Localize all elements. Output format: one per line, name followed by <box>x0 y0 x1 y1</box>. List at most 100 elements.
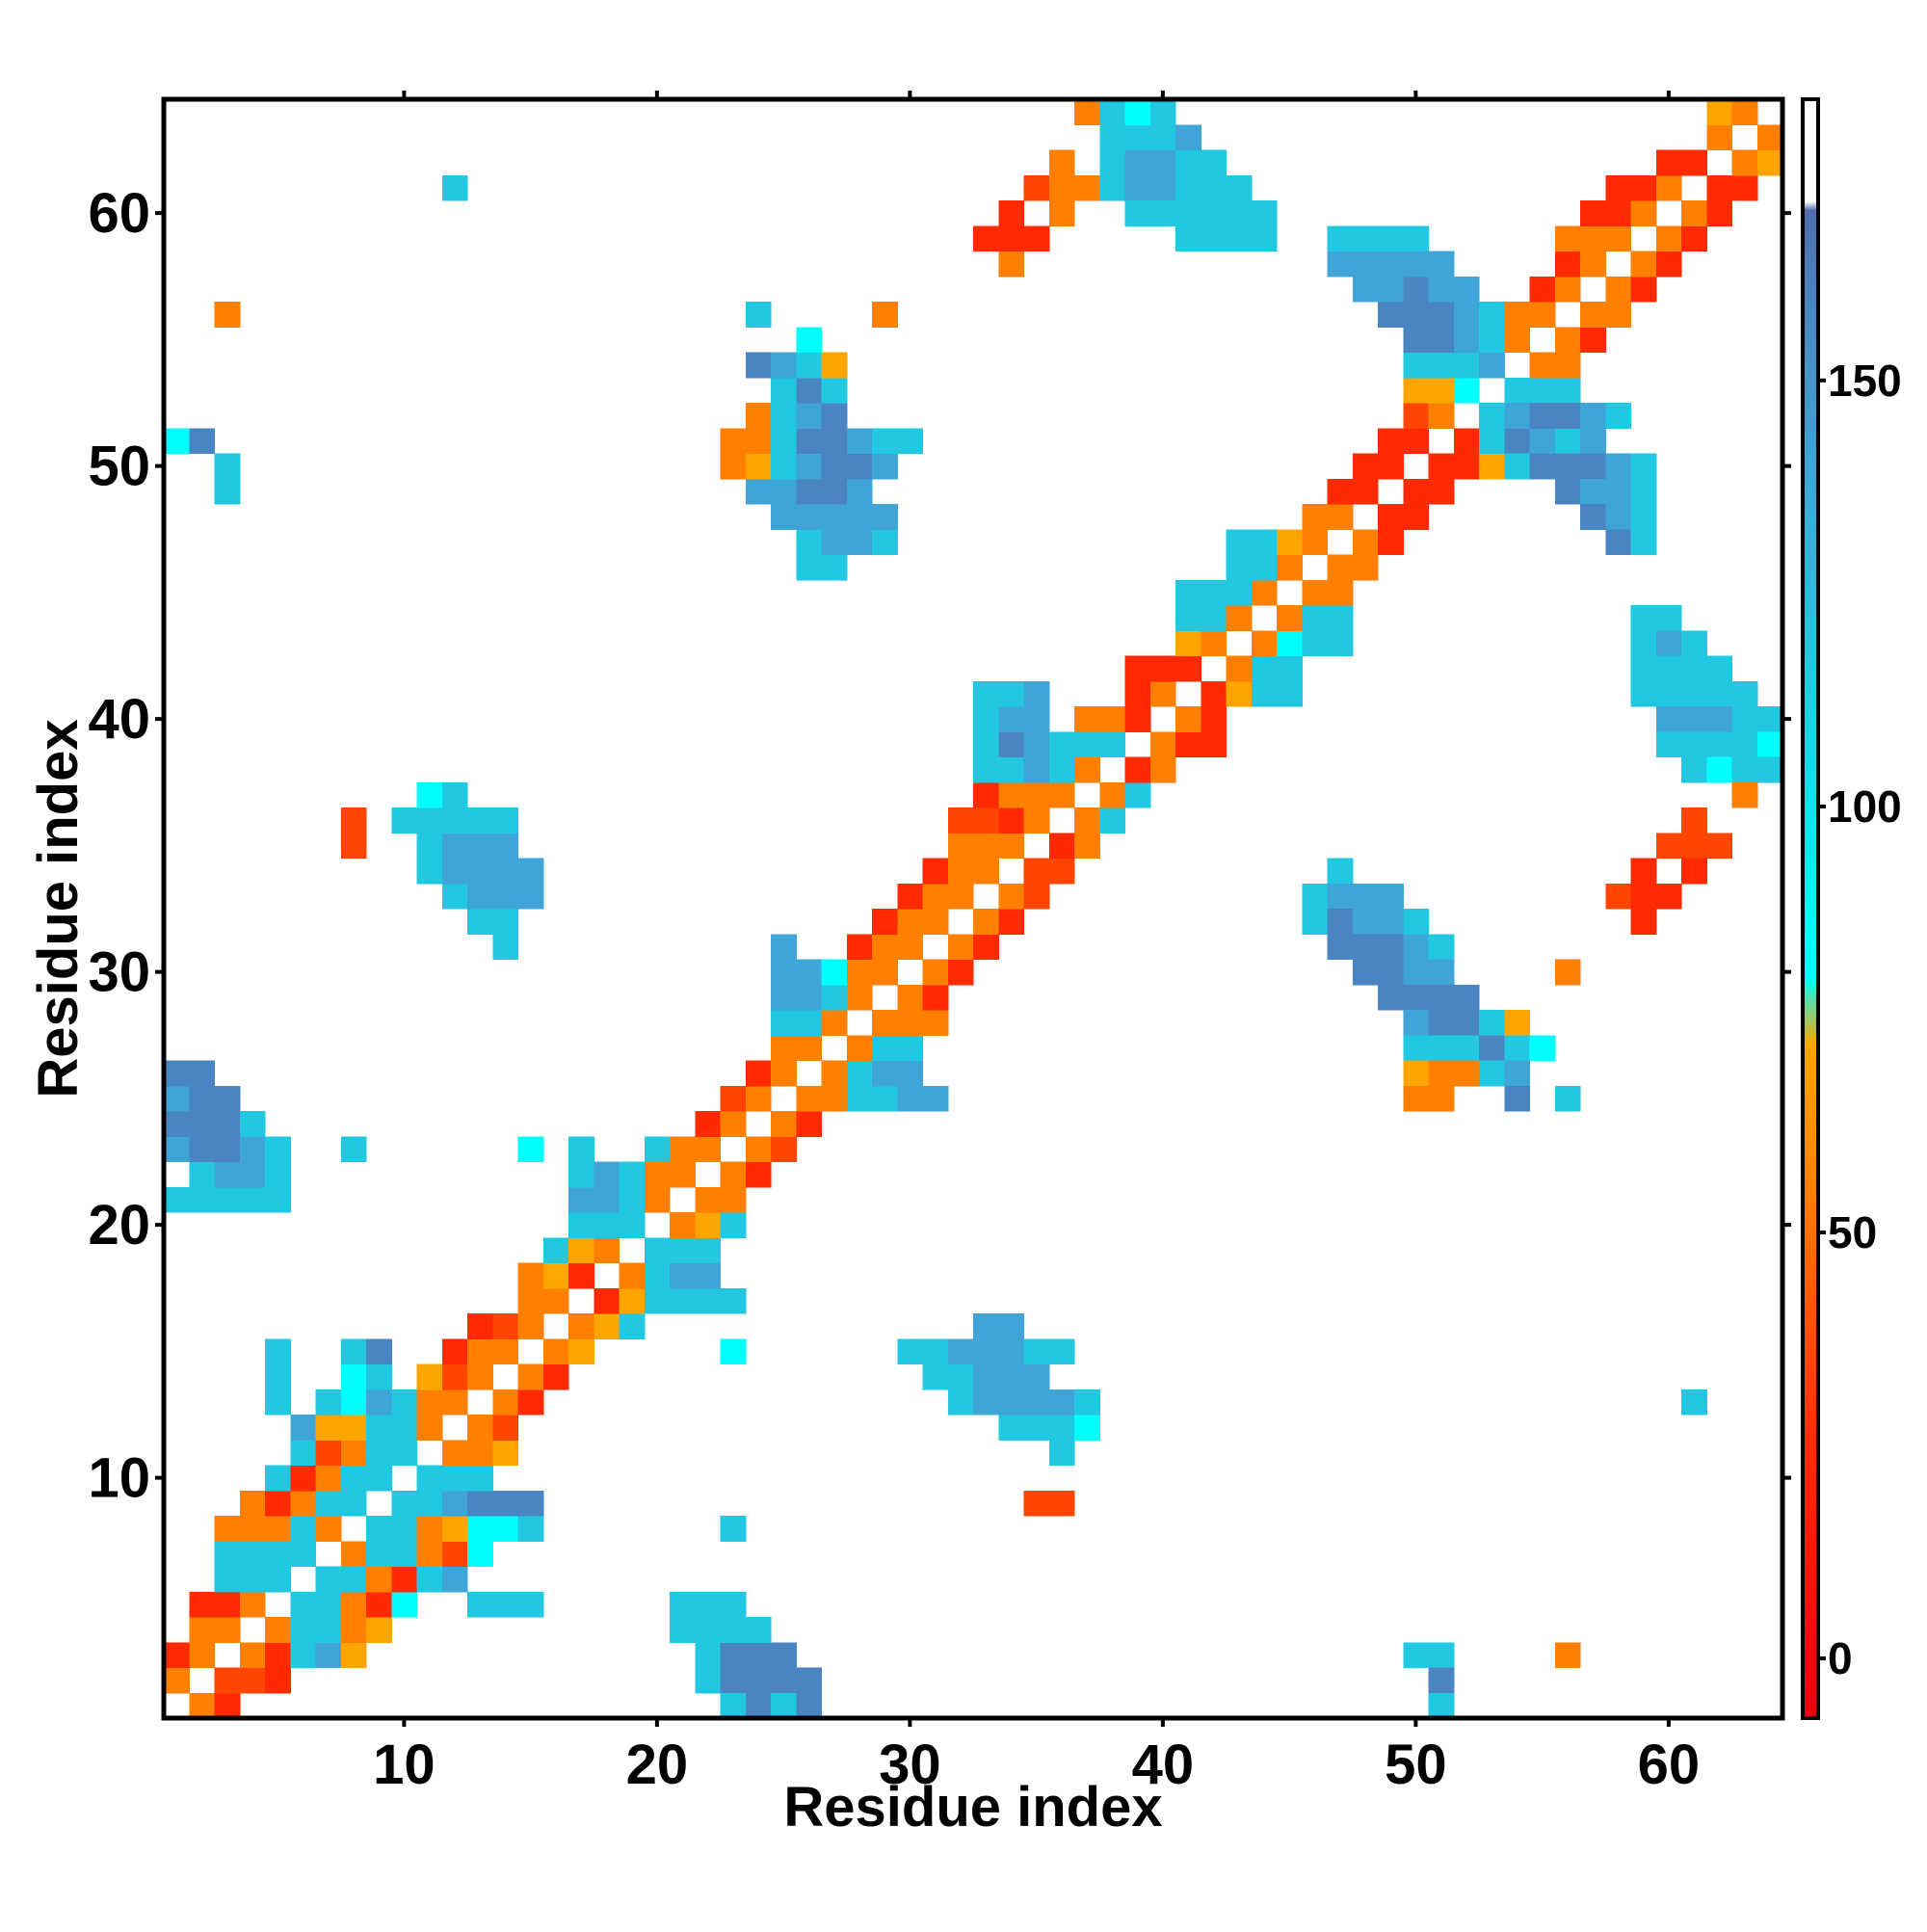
heatmap-cell <box>1554 1085 1581 1112</box>
heatmap-cell <box>846 984 873 1011</box>
heatmap-cell <box>670 1212 696 1238</box>
heatmap-cell <box>467 1591 493 1618</box>
heatmap-cell <box>1554 403 1581 429</box>
heatmap-cell <box>214 453 241 480</box>
heatmap-cell <box>1099 99 1126 125</box>
heatmap-cell <box>492 1389 519 1416</box>
heatmap-cell <box>796 984 823 1011</box>
heatmap-cell <box>1048 1389 1075 1416</box>
heatmap-cell <box>1554 428 1581 455</box>
heatmap-cell <box>1226 225 1253 252</box>
heatmap-cell <box>821 377 848 404</box>
heatmap-cell <box>1378 984 1404 1011</box>
heatmap-cell <box>366 1591 392 1618</box>
heatmap-cell <box>1706 833 1733 860</box>
heatmap-cell <box>239 1541 266 1568</box>
x-tick-label: 10 <box>373 1734 436 1796</box>
heatmap-cell <box>1529 403 1556 429</box>
heatmap-cell <box>290 1541 317 1568</box>
colorbar: 0 50 100 150 <box>1801 97 1902 1720</box>
heatmap-cell <box>1403 251 1430 278</box>
heatmap-cell <box>1655 833 1682 860</box>
heatmap-cell <box>872 428 898 455</box>
heatmap-cell <box>922 909 949 935</box>
heatmap-cell <box>1251 680 1278 707</box>
heatmap-cell <box>745 1642 772 1669</box>
heatmap-cell <box>998 833 1025 860</box>
y-tick-label: 10 <box>88 1447 150 1510</box>
heatmap-cell <box>1327 605 1354 631</box>
heatmap-cell <box>1580 504 1606 530</box>
heatmap-cell <box>897 909 924 935</box>
heatmap-cell <box>1327 579 1354 606</box>
heatmap-cell <box>340 1490 367 1517</box>
heatmap-cell <box>492 1490 519 1517</box>
heatmap-cell <box>1226 680 1253 707</box>
heatmap-cell <box>1251 655 1278 682</box>
heatmap-cell <box>1428 377 1455 404</box>
heatmap-cell <box>771 1010 797 1036</box>
heatmap-cell <box>670 1591 696 1618</box>
heatmap-cell <box>821 1085 848 1112</box>
heatmap-cell <box>1756 124 1783 151</box>
heatmap-cell <box>720 1085 747 1112</box>
heatmap-cell <box>568 1186 594 1213</box>
heatmap-cell <box>1630 858 1657 885</box>
colorbar-segment <box>1805 976 1816 1045</box>
heatmap-cell <box>1479 1035 1505 1062</box>
heatmap-cell <box>1226 554 1253 581</box>
heatmap-cell <box>1554 377 1581 404</box>
heatmap-cell <box>796 554 823 581</box>
heatmap-cell <box>1630 529 1657 556</box>
heatmap-cell <box>1428 1642 1455 1669</box>
heatmap-cell <box>821 984 848 1011</box>
heatmap-cell <box>189 1111 216 1137</box>
heatmap-cell <box>467 1465 493 1492</box>
heatmap-cell <box>1226 174 1253 201</box>
heatmap-cell <box>340 1415 367 1441</box>
heatmap-cell <box>1403 1035 1430 1062</box>
heatmap-cell <box>1023 680 1050 707</box>
heatmap-cell <box>1352 276 1379 303</box>
heatmap-cell <box>1655 706 1682 732</box>
heatmap-cell <box>1529 453 1556 480</box>
heatmap-cell <box>1352 478 1379 505</box>
y-tick-label: 30 <box>88 941 150 1004</box>
colorbar-frame <box>1801 97 1820 1720</box>
heatmap-cell <box>1175 655 1201 682</box>
heatmap-cell <box>1352 909 1379 935</box>
heatmap-cell <box>391 1440 418 1467</box>
heatmap-cell <box>1706 124 1733 151</box>
heatmap-cell <box>872 934 898 961</box>
heatmap-cell <box>1277 630 1303 657</box>
heatmap-cell <box>366 1516 392 1542</box>
heatmap-cell <box>973 934 999 961</box>
heatmap-cell <box>517 1136 544 1163</box>
heatmap-cell <box>1630 909 1657 935</box>
heatmap-cell <box>1428 1010 1455 1036</box>
heatmap-cell <box>1428 251 1455 278</box>
heatmap-cell <box>214 1161 241 1188</box>
heatmap-cell <box>1428 1085 1455 1112</box>
heatmap-cell <box>189 428 216 455</box>
heatmap-cell <box>265 1465 291 1492</box>
heatmap-cell <box>897 1035 924 1062</box>
heatmap-cell <box>1048 200 1075 226</box>
heatmap-cell <box>1403 276 1430 303</box>
heatmap-cell <box>1124 680 1151 707</box>
heatmap-cell <box>1175 706 1201 732</box>
heatmap-cell <box>568 1136 594 1163</box>
heatmap-cell <box>1630 655 1657 682</box>
heatmap-cell <box>897 934 924 961</box>
heatmap-cell <box>973 807 999 834</box>
heatmap-cell <box>594 1161 620 1188</box>
heatmap-cell <box>1731 174 1758 201</box>
heatmap-cells <box>164 99 1783 1719</box>
heatmap-cell <box>1378 959 1404 986</box>
heatmap-cell <box>164 1642 190 1669</box>
plot-frame <box>161 96 1785 1721</box>
heatmap-cell <box>619 1262 646 1289</box>
heatmap-cell <box>467 883 493 910</box>
heatmap-cell <box>1201 225 1227 252</box>
